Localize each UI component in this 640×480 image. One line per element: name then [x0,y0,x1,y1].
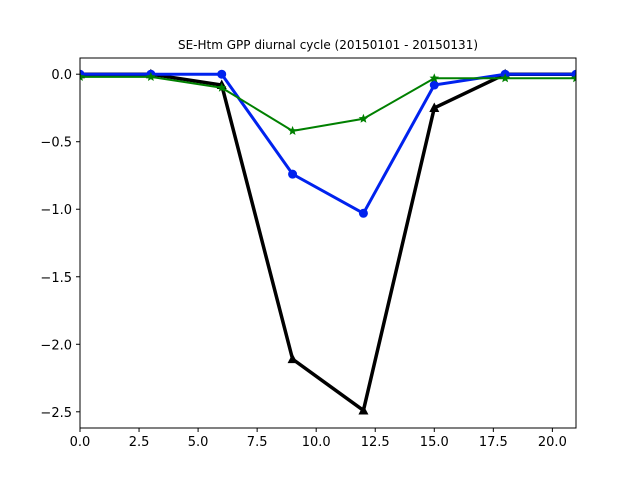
data-point [216,82,227,92]
data-point [287,125,298,135]
data-point [500,73,510,83]
data-point [146,71,156,81]
data-point [571,73,576,83]
series-2 [80,71,576,135]
chart-title: SE-Htm GPP diurnal cycle (20150101 - 201… [178,38,478,52]
x-tick-label: 17.5 [479,435,508,450]
x-tick-label: 0.0 [70,435,91,450]
series-line-1 [80,72,576,216]
data-point [358,113,369,123]
x-tick-label: 7.5 [247,435,268,450]
x-tick-label: 12.5 [361,435,390,450]
data-point [358,208,368,218]
y-tick-label: 0.0 [51,68,72,83]
plot-frame [79,57,577,429]
x-tick-label: 10.0 [302,435,331,450]
series-layer [80,68,576,415]
data-point [358,404,369,415]
y-tick-label: −1.5 [40,271,72,286]
data-point [429,73,440,83]
series-line-0 [80,72,576,414]
axes-layer: 0.0 2.5 5.0 7.5 10.0 12.5 15.0 17.5 20.0 0.0 −0.5 −… [40,68,566,450]
x-tick-label: 5.0 [188,435,209,450]
x-tick-label: 15.0 [420,435,449,450]
y-tick-label: −1.0 [40,203,72,218]
y-tick-label: −0.5 [40,136,72,151]
y-tick-label: −2.0 [40,338,72,353]
data-point [80,71,85,81]
data-point [429,80,439,90]
data-point [217,69,227,79]
data-point [288,169,298,179]
data-point [429,102,440,112]
x-tick-label: 2.5 [129,435,150,450]
data-point [287,353,298,364]
series-line-2 [80,75,576,132]
x-tick-label: 20.0 [538,435,567,450]
y-tick-label: −2.5 [40,406,72,421]
